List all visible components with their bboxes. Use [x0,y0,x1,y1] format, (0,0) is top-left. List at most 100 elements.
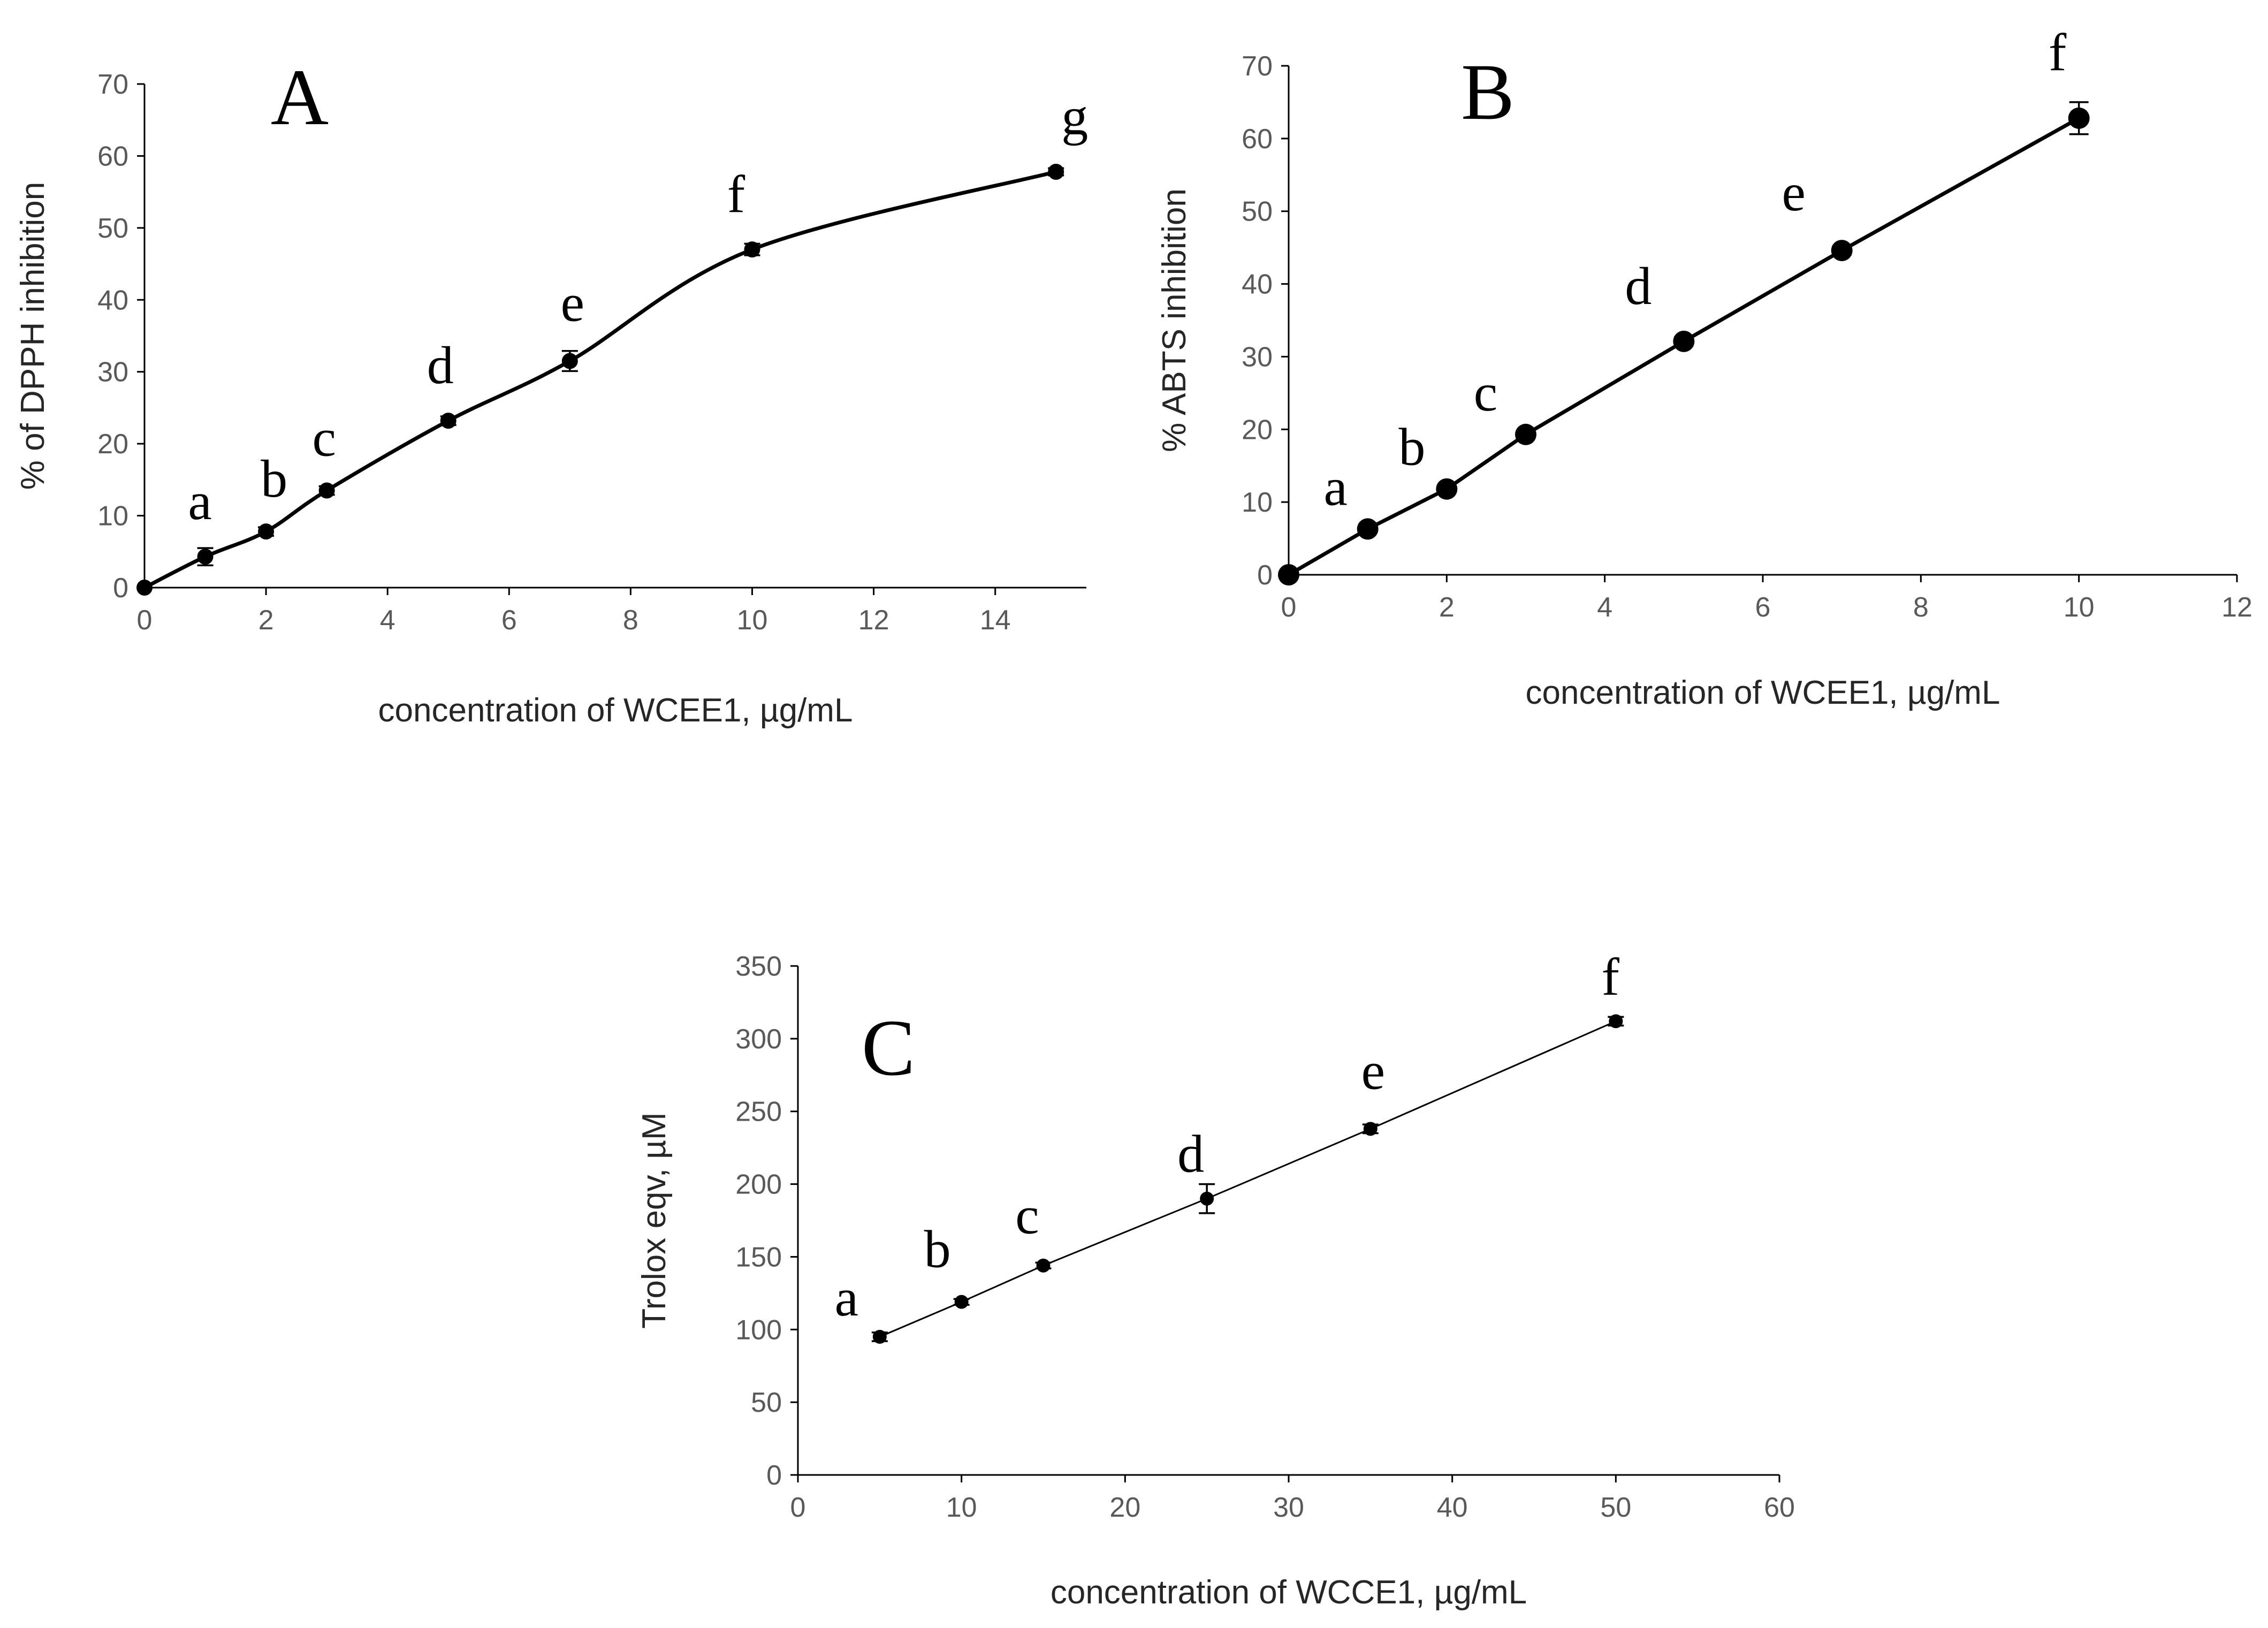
point-letter-a: e [561,273,584,333]
point-letter-a: g [1061,87,1088,146]
point-letter-c: f [1602,947,1620,1006]
data-point-b [1436,478,1458,500]
data-point-a [561,353,578,369]
y-tick-label-a: 20 [97,429,128,460]
x-tick-label-a: 4 [380,605,395,636]
series-line-c [879,1020,1617,1338]
point-letter-a: c [312,408,336,468]
y-tick-label-b: 50 [1242,196,1273,227]
y-tick-label-a: 40 [97,285,128,316]
y-tick-label-c: 50 [751,1387,782,1418]
data-point-b [1515,423,1536,445]
point-letter-b: b [1398,417,1425,477]
y-tick-label-a: 60 [97,141,128,172]
y-tick-label-a: 10 [97,501,128,532]
point-letter-c: a [835,1268,858,1327]
data-point-b [2068,107,2090,129]
y-tick-label-c: 200 [735,1169,782,1200]
point-letter-b: c [1474,363,1497,422]
point-letter-a: a [188,471,211,531]
point-letter-b: e [1782,163,1805,222]
x-tick-label-c: 0 [790,1492,806,1523]
point-letter-b: f [2049,22,2067,82]
panel-label-b: B [1461,48,1514,136]
y-tick-label-c: 300 [735,1024,782,1055]
data-point-b [1831,240,1853,262]
y-tick-label-a: 30 [97,357,128,388]
x-tick-label-a: 6 [501,605,517,636]
x-tick-label-a: 0 [137,605,153,636]
x-tick-label-b: 0 [1281,592,1297,623]
panel-a: 0 10 20 30 40 50 60 70 0 2 4 6 8 10 12 14 concentration … [14,53,1088,729]
y-tick-label-b: 10 [1242,487,1273,518]
y-tick-label-c: 250 [735,1097,782,1128]
x-tick-label-c: 40 [1437,1492,1468,1523]
x-tick-label-c: 10 [946,1492,977,1523]
x-tick-label-a: 8 [623,605,638,636]
series-line-a [142,170,1058,590]
y-axis-title-a: % of DPPH inhibition [14,182,51,490]
point-letter-a: f [727,164,745,224]
y-tick-label-a: 0 [113,573,128,604]
y-tick-label-a: 70 [97,69,128,100]
data-point-b [1357,518,1379,540]
data-point-a [197,549,214,565]
data-point-a [744,241,760,258]
x-tick-label-b: 12 [2221,592,2252,623]
y-tick-label-c: 0 [766,1460,782,1491]
x-tick-label-a: 12 [858,605,889,636]
x-tick-label-b: 6 [1755,592,1771,623]
y-tick-label-b: 0 [1257,560,1273,591]
x-tick-label-b: 2 [1439,592,1455,623]
data-point-b [1673,330,1695,352]
point-letter-c: b [924,1220,951,1279]
y-tick-label-c: 150 [735,1242,782,1273]
point-letter-b: a [1323,457,1347,516]
y-tick-label-b: 20 [1242,414,1273,445]
point-letter-c: d [1177,1124,1204,1184]
y-tick-label-b: 60 [1242,124,1273,155]
point-letter-c: e [1361,1041,1385,1100]
x-axis-title-c: concentration of WCCE1, µg/mL [1051,1574,1527,1611]
point-letter-c: c [1015,1186,1039,1245]
y-tick-label-a: 50 [97,213,128,244]
data-point-c [1363,1122,1377,1136]
x-tick-label-c: 50 [1600,1492,1631,1523]
panel-c: 0 50 100 150 200 250 300 350 0 10 20 30 40 50 60 concen… [636,947,1795,1611]
data-point-c [872,1329,887,1344]
panel-label-c: C [862,1003,915,1092]
x-tick-label-b: 4 [1597,592,1612,623]
y-tick-label-b: 70 [1242,51,1273,82]
data-point-c [954,1295,969,1309]
data-point-c [1036,1258,1051,1273]
x-axis-title-a: concentration of WCEE1, µg/mL [378,692,853,729]
y-axis-title-b: % ABTS inhibition [1156,188,1193,452]
x-axis-title-b: concentration of WCEE1, µg/mL [1526,674,2000,711]
x-tick-label-b: 8 [1913,592,1929,623]
point-letter-a: b [261,449,287,508]
x-tick-label-b: 10 [2064,592,2095,623]
x-tick-label-a: 14 [980,605,1011,636]
x-tick-label-c: 20 [1109,1492,1140,1523]
x-tick-label-a: 10 [737,605,768,636]
point-letter-a: d [427,336,454,395]
data-point-a [258,523,275,540]
data-point-c [1609,1014,1623,1029]
y-tick-label-b: 40 [1242,269,1273,300]
data-point-c [1200,1191,1214,1206]
data-point-b [1278,564,1299,585]
y-tick-label-b: 30 [1242,341,1273,372]
data-point-a [1048,164,1064,180]
x-tick-label-a: 2 [258,605,274,636]
data-point-a [136,580,153,596]
panel-b: 0 10 20 30 40 50 60 70 0 2 4 6 8 10 12 concentration of… [1156,22,2252,711]
y-tick-label-c: 100 [735,1314,782,1345]
x-tick-label-c: 60 [1764,1492,1795,1523]
point-letter-b: d [1625,256,1651,316]
data-point-a [440,413,456,429]
x-tick-label-c: 30 [1273,1492,1304,1523]
panel-label-a: A [271,53,329,142]
y-axis-title-c: Trolox eqv, µM [636,1112,673,1328]
data-point-a [318,482,335,499]
